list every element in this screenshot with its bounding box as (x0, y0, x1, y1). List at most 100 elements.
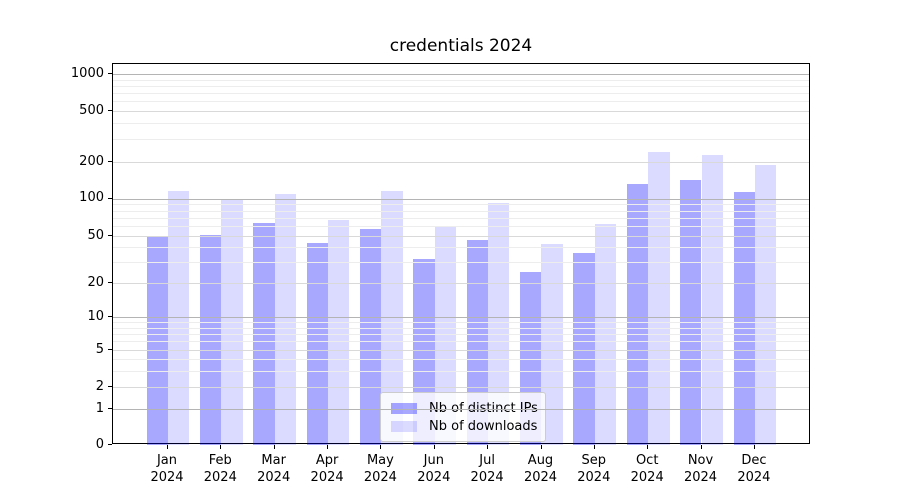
y-tick-mark (108, 110, 112, 111)
gridline-major (113, 236, 809, 237)
y-tick-mark (108, 386, 112, 387)
chart-title: credentials 2024 (389, 36, 533, 56)
x-tick-label: Feb 2024 (203, 453, 237, 485)
y-tick-mark (108, 282, 112, 283)
bar-ips-oct (626, 184, 649, 445)
x-tick-mark (220, 445, 222, 449)
gridline-minor (113, 334, 809, 335)
y-tick-label: 0 (95, 436, 104, 452)
x-tick-mark (380, 445, 382, 449)
y-tick-label: 20 (87, 274, 104, 290)
bar-downloads-mar (274, 193, 297, 445)
y-tick-mark (108, 197, 112, 199)
bar-ips-nov (680, 180, 702, 445)
x-tick-label: Aug 2024 (523, 453, 558, 485)
bar-downloads-dec (754, 164, 777, 445)
bar-downloads-apr (328, 220, 350, 445)
x-tick-mark (647, 445, 649, 449)
x-tick-mark (433, 445, 435, 449)
x-tick-mark (700, 445, 702, 449)
y-tick-mark (108, 161, 112, 162)
y-tick-label: 10 (87, 308, 104, 324)
bar-downloads-jan (168, 191, 190, 445)
y-tick-label: 50 (87, 227, 104, 243)
gridline-minor (113, 370, 809, 372)
bar-ips-may (360, 228, 382, 445)
bar-downloads-feb (221, 198, 243, 445)
gridline-minor (113, 79, 809, 81)
bar-ips-jan (146, 237, 168, 445)
x-tick-label: Oct 2024 (630, 453, 664, 485)
gridline-minor (113, 123, 809, 125)
gridline-minor (113, 210, 809, 212)
gridline-major (113, 198, 809, 200)
gridline-major (113, 162, 809, 163)
gridline-major (113, 74, 809, 75)
bar-ips-apr (306, 242, 329, 445)
y-tick-label: 2 (95, 378, 104, 394)
gridline-minor (113, 226, 809, 228)
gridline-major (113, 350, 809, 351)
gridline-minor (113, 217, 809, 219)
gridline-minor (113, 262, 809, 264)
x-tick-label: Jun 2024 (417, 453, 451, 485)
gridline-minor (113, 204, 809, 206)
x-tick-mark (273, 445, 275, 449)
bar-downloads-jul (488, 203, 510, 445)
y-tick-mark (108, 349, 112, 350)
gridline-major (113, 387, 809, 388)
y-tick-label: 500 (79, 102, 104, 118)
y-tick-mark (108, 235, 112, 236)
y-tick-mark (108, 316, 112, 317)
x-tick-mark (487, 445, 489, 449)
legend-item-distinct-ips: Nb of distinct IPs (391, 400, 538, 416)
x-tick-mark (167, 445, 168, 449)
bar-downloads-jun (434, 226, 457, 445)
x-tick-mark (540, 445, 542, 449)
gridline-minor (113, 327, 809, 329)
x-tick-label: Nov 2024 (683, 453, 718, 485)
gridline-minor (113, 85, 809, 87)
y-tick-label: 100 (79, 190, 104, 205)
gridline-minor (113, 247, 809, 249)
y-tick-mark (108, 73, 112, 74)
legend-swatch-distinct-ips (391, 402, 417, 414)
gridline-minor (113, 93, 809, 94)
y-tick-label: 5 (95, 341, 104, 357)
bar-ips-sep (573, 252, 595, 445)
x-tick-label: Dec 2024 (737, 453, 771, 485)
bar-downloads-nov (701, 155, 723, 445)
x-tick-mark (593, 445, 595, 449)
legend: Nb of distinct IPs Nb of downloads (380, 392, 546, 442)
gridline-minor (113, 322, 809, 323)
gridline-minor (113, 341, 809, 343)
gridline-minor (113, 101, 809, 103)
legend-swatch-downloads (391, 420, 417, 432)
gridline-major (113, 409, 809, 410)
x-tick-label: Jan 2024 (150, 453, 184, 485)
gridline-major (113, 283, 809, 284)
y-tick-label: 1 (95, 400, 104, 416)
x-tick-label: Apr 2024 (310, 453, 344, 485)
gridline-minor (113, 139, 809, 141)
y-tick-mark (108, 444, 112, 445)
y-tick-label: 1000 (70, 65, 104, 81)
legend-label-downloads: Nb of downloads (429, 418, 538, 434)
legend-label-distinct-ips: Nb of distinct IPs (429, 400, 538, 416)
bar-downloads-aug (541, 243, 563, 445)
x-tick-label: May 2024 (363, 453, 397, 485)
x-tick-mark (327, 445, 329, 449)
gridline-minor (113, 359, 809, 360)
x-tick-label: Sep 2024 (577, 453, 611, 485)
x-tick-label: Jul 2024 (470, 453, 504, 485)
y-tick-mark (108, 408, 112, 409)
x-tick-mark (753, 445, 755, 449)
bar-ips-feb (199, 234, 222, 445)
gridline-major (113, 111, 809, 112)
gridline-major (113, 317, 809, 318)
plot-area: Nb of distinct IPs Nb of downloads (112, 63, 810, 445)
bar-ips-mar (253, 222, 275, 445)
bar-ips-dec (733, 191, 755, 445)
legend-item-downloads: Nb of downloads (391, 418, 538, 434)
